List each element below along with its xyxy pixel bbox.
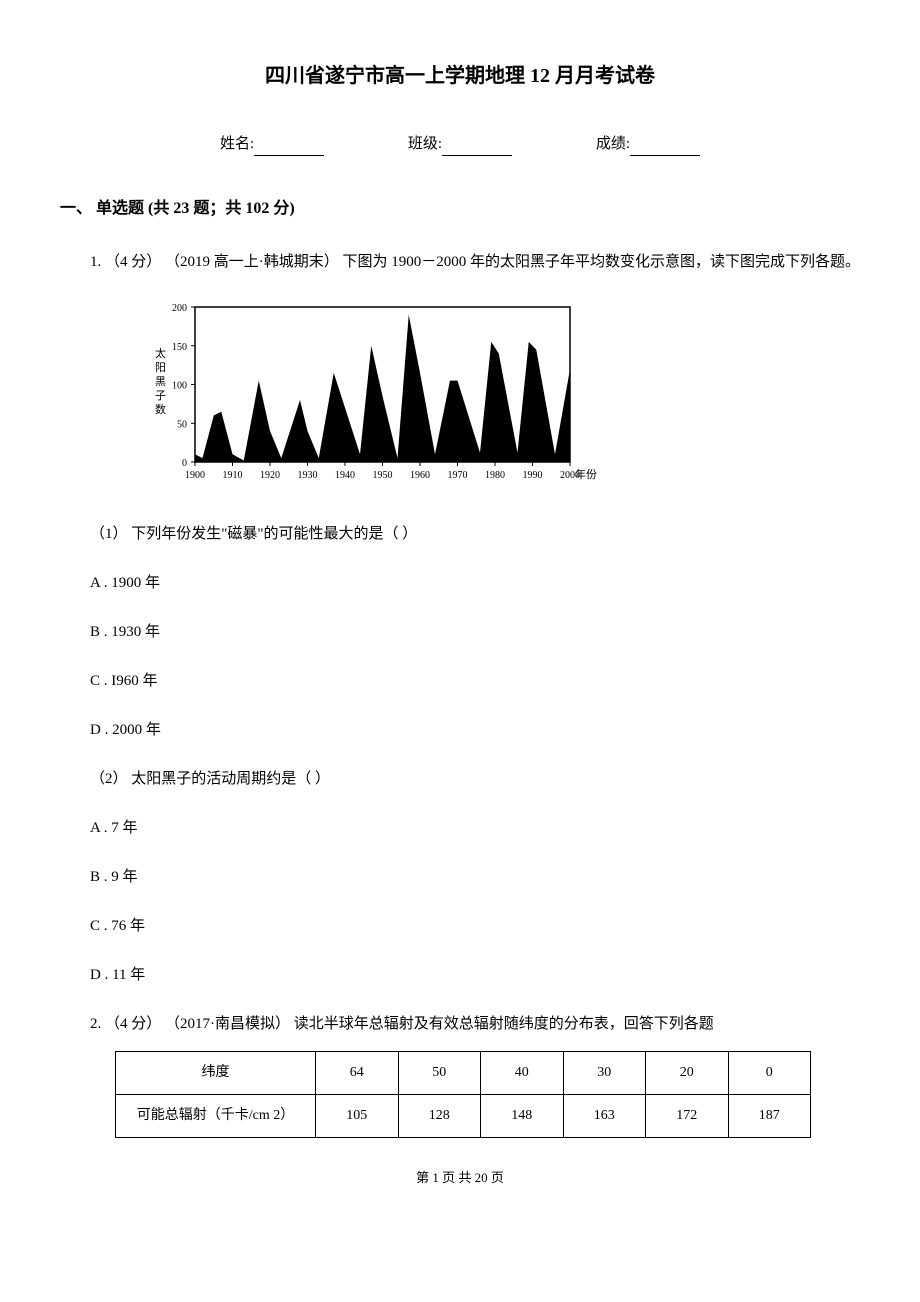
svg-text:太: 太 [155,347,166,360]
svg-text:1970: 1970 [448,470,468,481]
svg-text:150: 150 [172,341,187,352]
svg-text:50: 50 [177,419,187,430]
table-cell: 172 [646,1094,729,1137]
q1-sub2-option-d: D . 11 年 [60,963,860,987]
name-field: 姓名: [220,132,324,156]
chart-svg: 0 50 100 150 200 1900 1910 1920 1930 1940 1950 1960… [140,297,600,497]
svg-text:数: 数 [155,403,166,416]
name-blank[interactable] [254,138,324,156]
svg-text:1900: 1900 [185,470,205,481]
table-header-cell: 30 [563,1051,646,1094]
class-blank[interactable] [442,138,512,156]
table-cell: 187 [728,1094,811,1137]
q1-sub2-option-c: C . 76 年 [60,914,860,938]
svg-text:黑: 黑 [155,375,166,388]
document-title: 四川省遂宁市高一上学期地理 12 月月考试卷 [60,60,860,92]
q1-intro: 1. （4 分） （2019 高一上·韩城期末） 下图为 1900－2000 年… [60,247,860,277]
svg-text:1910: 1910 [223,470,243,481]
q1-sub1: （1） 下列年份发生"磁暴"的可能性最大的是（ ） [60,522,860,546]
student-info-line: 姓名: 班级: 成绩: [60,132,860,156]
svg-text:1920: 1920 [260,470,280,481]
svg-text:1980: 1980 [485,470,505,481]
table-cell: 105 [316,1094,399,1137]
svg-text:100: 100 [172,380,187,391]
section-heading: 一、 单选题 (共 23 题；共 102 分) [60,196,860,222]
table-header-cell: 纬度 [116,1051,316,1094]
class-label: 班级: [408,136,442,152]
svg-text:1950: 1950 [373,470,393,481]
svg-text:1930: 1930 [298,470,318,481]
q1-sub2-option-a: A . 7 年 [60,816,860,840]
score-field: 成绩: [596,132,700,156]
radiation-table: 纬度64504030200可能总辐射（千卡/cm 2）1051281481631… [115,1051,811,1139]
sunspot-chart: 0 50 100 150 200 1900 1910 1920 1930 1940 1950 1960… [140,297,600,497]
class-field: 班级: [408,132,512,156]
svg-text:子: 子 [155,389,166,402]
svg-text:1960: 1960 [410,470,430,481]
table-cell: 148 [481,1094,564,1137]
page-footer: 第 1 页 共 20 页 [60,1168,860,1189]
q1-sub2: （2） 太阳黑子的活动周期约是（ ） [60,767,860,791]
q1-sub1-option-d: D . 2000 年 [60,718,860,742]
table-header-cell: 64 [316,1051,399,1094]
table-header-cell: 0 [728,1051,811,1094]
q2-intro: 2. （4 分） （2017·南昌模拟） 读北半球年总辐射及有效总辐射随纬度的分… [60,1012,860,1036]
name-label: 姓名: [220,136,254,152]
score-label: 成绩: [596,136,630,152]
table-cell: 可能总辐射（千卡/cm 2） [116,1094,316,1137]
q1-sub1-option-c: C . I960 年 [60,669,860,693]
svg-text:年份: 年份 [575,467,597,481]
table-header-cell: 50 [398,1051,481,1094]
table-header-cell: 20 [646,1051,729,1094]
svg-text:1940: 1940 [335,470,355,481]
q1-sub1-option-a: A . 1900 年 [60,571,860,595]
table-cell: 163 [563,1094,646,1137]
q1-sub2-option-b: B . 9 年 [60,865,860,889]
svg-text:0: 0 [182,458,187,469]
svg-text:200: 200 [172,303,187,314]
q1-sub1-option-b: B . 1930 年 [60,620,860,644]
score-blank[interactable] [630,138,700,156]
svg-text:1990: 1990 [523,470,543,481]
table-cell: 128 [398,1094,481,1137]
svg-text:阳: 阳 [155,361,166,374]
table-header-cell: 40 [481,1051,564,1094]
